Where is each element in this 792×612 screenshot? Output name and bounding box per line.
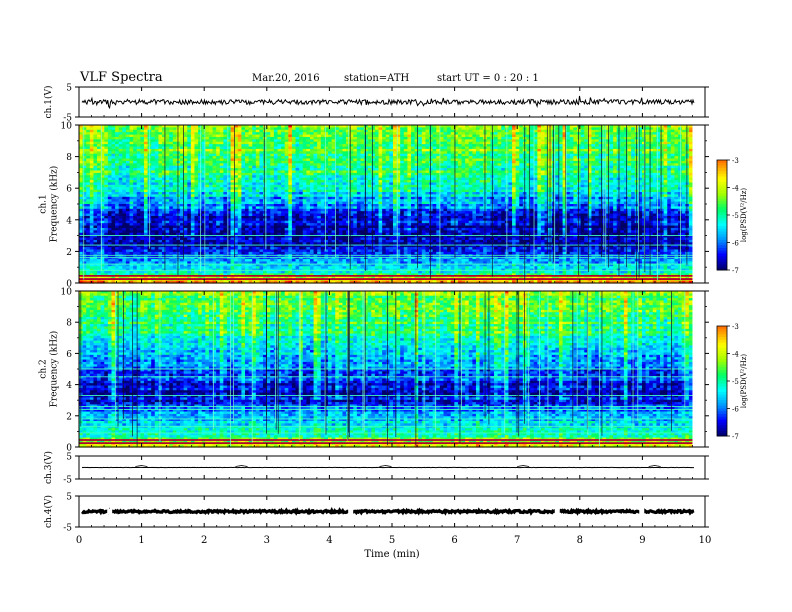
waveform-trace bbox=[82, 96, 694, 108]
spectrogram-cells bbox=[79, 125, 693, 284]
y-tick-label: 5 bbox=[66, 84, 72, 94]
y-axis-label: ch.1(V) bbox=[43, 86, 54, 119]
vlf-figure: 5-5ch.1(V)-3-4-5-6-7log(PSD(V²/Hz)024681… bbox=[0, 0, 792, 612]
